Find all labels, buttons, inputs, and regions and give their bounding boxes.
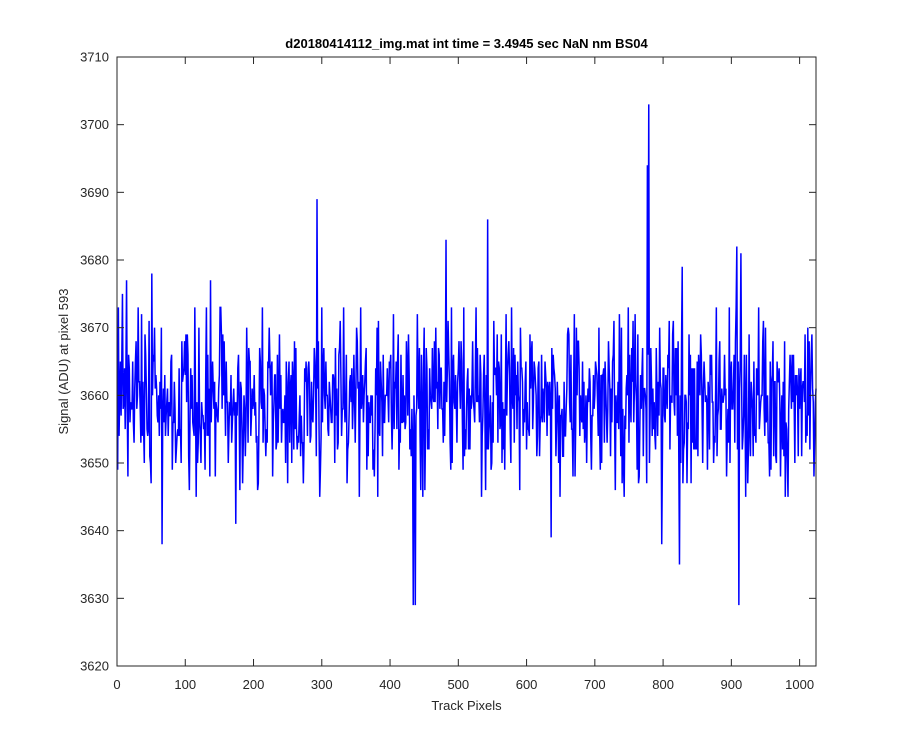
x-tick-label: 600 xyxy=(516,677,538,692)
y-tick-label: 3640 xyxy=(80,523,109,538)
y-tick-label: 3710 xyxy=(80,50,109,65)
x-axis-ticks: 0 100 200 300 400 500 600 700 800 900 1000 xyxy=(113,57,814,692)
y-tick-label: 3670 xyxy=(80,320,109,335)
y-tick-label: 3660 xyxy=(80,388,109,403)
y-axis-ticks: 3620 3630 3640 3650 3660 3670 3680 3690 3700 3710 xyxy=(80,50,816,674)
x-tick-label: 1000 xyxy=(785,677,814,692)
y-tick-label: 3680 xyxy=(80,253,109,268)
x-tick-label: 200 xyxy=(243,677,265,692)
y-tick-label: 3690 xyxy=(80,185,109,200)
plot-frame xyxy=(116,56,817,667)
y-tick-label: 3620 xyxy=(80,659,109,674)
x-tick-label: 300 xyxy=(311,677,333,692)
x-tick-label: 0 xyxy=(113,677,120,692)
y-tick-label: 3630 xyxy=(80,591,109,606)
x-axis-label: Track Pixels xyxy=(431,698,502,713)
y-axis-label: Signal (ADU) at pixel 593 xyxy=(56,289,71,435)
chart-title: d20180414112_img.mat int time = 3.4945 s… xyxy=(285,36,648,51)
y-tick-label: 3700 xyxy=(80,117,109,132)
x-tick-label: 900 xyxy=(721,677,743,692)
x-tick-label: 700 xyxy=(584,677,606,692)
x-tick-label: 500 xyxy=(447,677,469,692)
series-line xyxy=(116,104,817,606)
y-tick-label: 3650 xyxy=(80,456,109,471)
series-group xyxy=(116,104,817,606)
x-tick-label: 400 xyxy=(379,677,401,692)
x-tick-label: 100 xyxy=(174,677,196,692)
x-tick-label: 800 xyxy=(652,677,674,692)
